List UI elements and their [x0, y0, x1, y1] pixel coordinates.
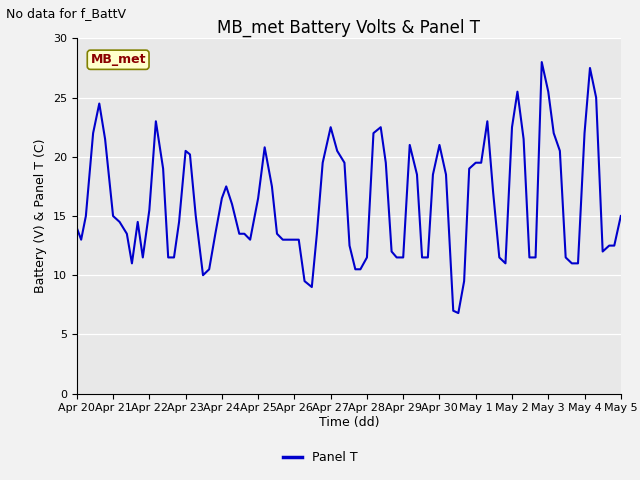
Y-axis label: Battery (V) & Panel T (C): Battery (V) & Panel T (C)	[35, 139, 47, 293]
Title: MB_met Battery Volts & Panel T: MB_met Battery Volts & Panel T	[218, 19, 480, 37]
Legend: Panel T: Panel T	[278, 446, 362, 469]
Text: No data for f_BattV: No data for f_BattV	[6, 7, 127, 20]
Text: MB_met: MB_met	[90, 53, 146, 66]
X-axis label: Time (dd): Time (dd)	[319, 416, 379, 429]
